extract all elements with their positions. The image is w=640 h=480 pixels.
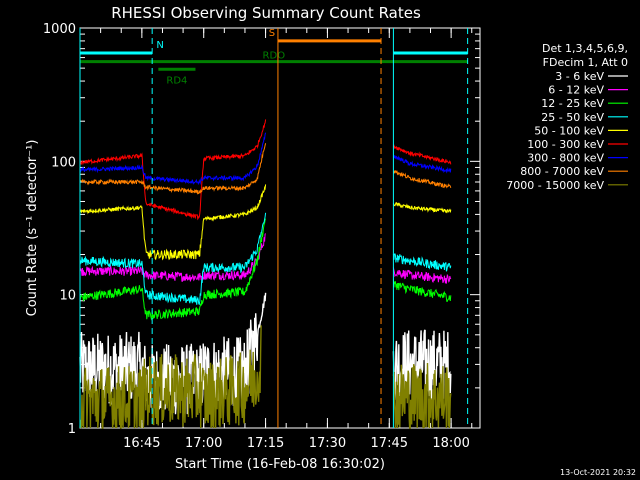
legend-entry-label: 6 - 12 keV [548, 84, 604, 97]
series-25-50-kev-line [79, 212, 267, 306]
y-tick-label: 100 [51, 155, 76, 170]
series-300-800-kev [79, 132, 452, 186]
series-12-25-kev-line [392, 279, 452, 302]
series-50-100-kev-line [392, 202, 452, 214]
plot-area: 1 10 100 1000 16:45 17:00 17:15 17:30 17:45 18:00… [43, 22, 481, 451]
y-tick-label: 1 [68, 422, 76, 437]
y-tick-label: 1000 [43, 22, 76, 37]
series-6-12-kev [79, 233, 452, 284]
x-tick-label: 17:30 [309, 436, 346, 451]
legend-entry-label: 300 - 800 keV [527, 152, 604, 165]
legend-header-line-2: FDecim 1, Att 0 [543, 56, 628, 69]
series-800-7000-kev [79, 143, 452, 195]
series-7000-15000-kev-line [392, 362, 452, 429]
y-axis-label: Count Rate (s⁻¹ detector⁻¹) [25, 140, 40, 317]
series-300-800-kev-line [392, 155, 452, 174]
legend-entry-label: 800 - 7000 keV [520, 165, 604, 178]
legend-entry-label: 50 - 100 keV [534, 124, 604, 137]
series-300-800-kev-line [79, 132, 267, 186]
annotation-label: S [269, 28, 275, 39]
series-50-100-kev [79, 184, 452, 261]
annotation-label: RDO [263, 51, 286, 62]
x-tick-label: 17:45 [371, 436, 408, 451]
legend-header-line-1: Det 1,3,4,5,6,9, [542, 42, 628, 55]
legend-entry-label: 25 - 50 keV [541, 111, 604, 124]
series-800-7000-kev-line [79, 143, 267, 195]
legend-entry-label: 7000 - 15000 keV [506, 179, 604, 192]
series-6-12-kev-line [392, 267, 452, 284]
legend-entry-label: 100 - 300 keV [527, 138, 604, 151]
x-tick-label: 18:00 [432, 436, 469, 451]
x-tick-label: 17:15 [247, 436, 284, 451]
legend-entry-label: 3 - 6 keV [555, 70, 604, 83]
x-axis-label: Start Time (16-Feb-08 16:30:02) [175, 457, 385, 472]
series-6-12-kev-line [79, 233, 267, 282]
series-50-100-kev-line [79, 184, 267, 261]
x-tick-label: 16:45 [123, 436, 160, 451]
plot-timestamp: 13-Oct-2021 20:32 [560, 468, 636, 477]
series-25-50-kev [79, 212, 452, 306]
series-7000-15000-kev [79, 325, 452, 429]
chart-title: RHESSI Observing Summary Count Rates [111, 4, 421, 22]
series-100-300-kev-line [79, 119, 267, 221]
x-tick-label: 17:00 [185, 436, 222, 451]
series-12-25-kev [79, 218, 452, 321]
legend-entry-label: 12 - 25 keV [541, 97, 604, 110]
series-100-300-kev [79, 119, 452, 221]
series-12-25-kev-line [79, 218, 267, 321]
annotation-label: RD4 [166, 75, 187, 86]
series-25-50-kev-line [392, 253, 452, 272]
series-100-300-kev-line [392, 144, 452, 165]
series-7000-15000-kev-line [79, 325, 262, 429]
y-tick-label: 10 [59, 289, 76, 304]
annotation-label: N [156, 40, 163, 51]
series-800-7000-kev-line [392, 170, 452, 189]
